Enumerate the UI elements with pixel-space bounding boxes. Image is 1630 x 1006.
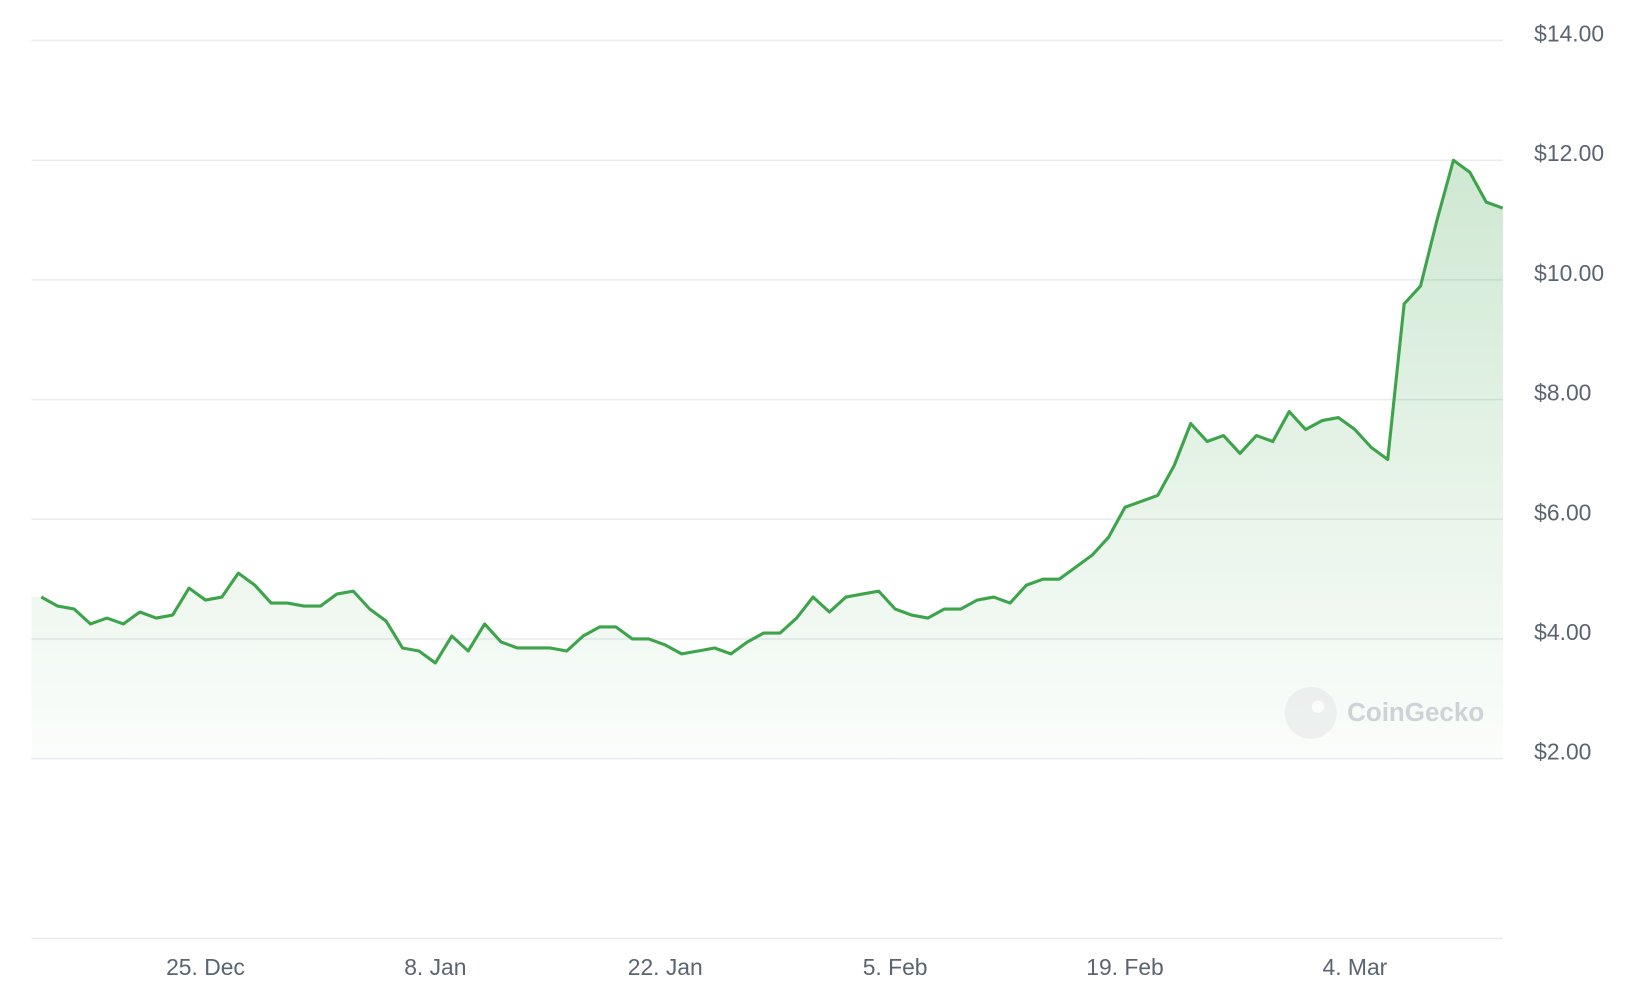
y-tick-label: $4.00 [1534,619,1591,645]
price-area [31,160,1503,759]
x-tick-label: 4. Mar [1322,954,1387,980]
y-tick-label: $6.00 [1534,499,1591,525]
y-tick-label: $8.00 [1534,380,1591,406]
y-tick-label: $10.00 [1534,260,1604,286]
watermark-logo [1284,686,1337,739]
x-tick-label: 19. Feb [1086,954,1164,980]
x-tick-label: 5. Feb [863,954,928,980]
watermark: CoinGecko [1347,697,1484,727]
y-tick-label: $2.00 [1534,739,1591,765]
x-tick-label: 8. Jan [404,954,466,980]
price-line [40,158,1504,665]
y-tick-label: $12.00 [1534,140,1604,166]
x-tick-label: 25. Dec [166,954,245,980]
y-tick-label: $14.00 [1534,21,1604,47]
plot [31,158,1504,759]
x-tick-label: 22. Jan [628,954,703,980]
